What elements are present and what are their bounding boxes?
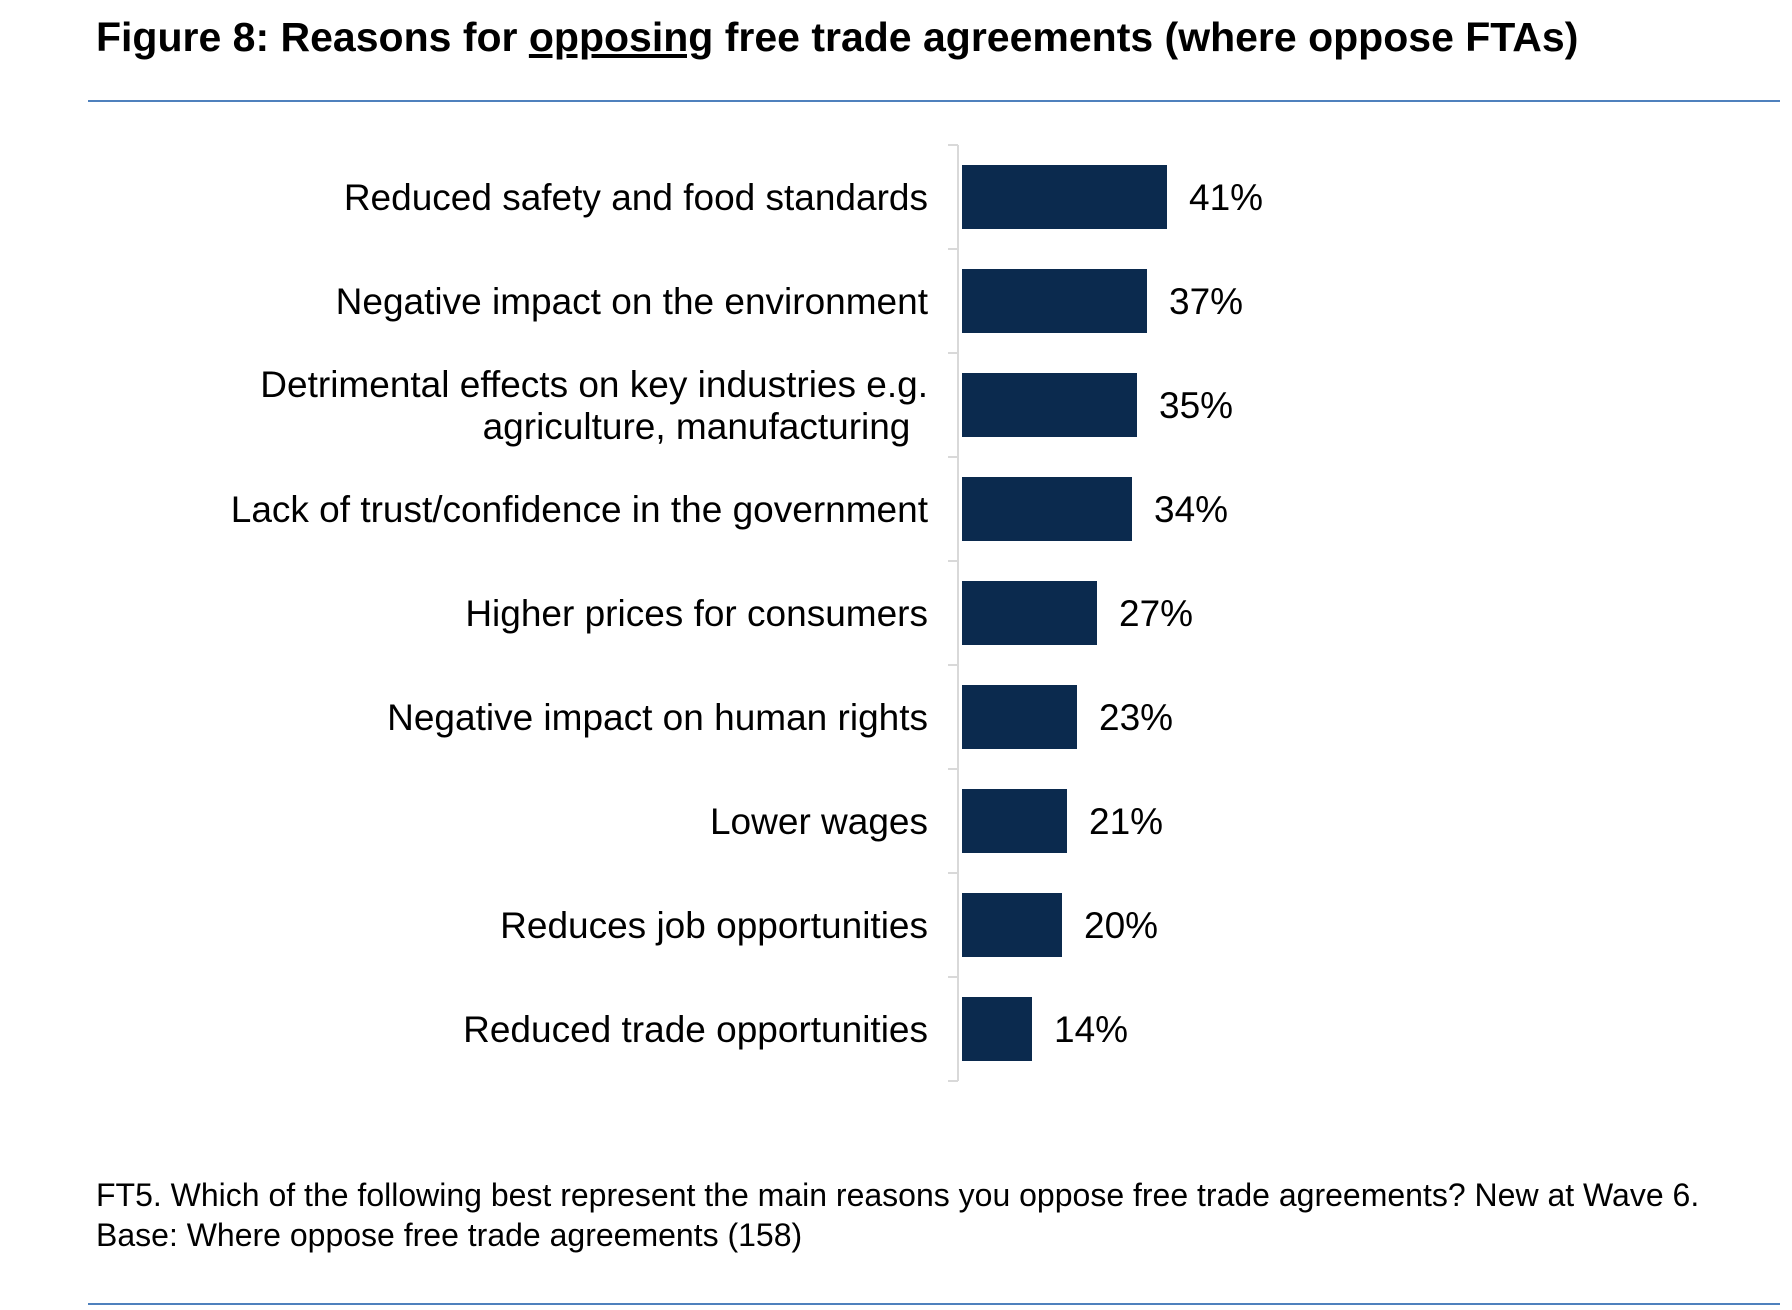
footnote-base: Base: Where oppose free trade agreements… [96,1217,803,1253]
data-label: 37% [1169,281,1243,322]
footnote-question: FT5. Which of the following best represe… [96,1177,1700,1213]
data-label: 23% [1099,697,1173,738]
category-label: agriculture, manufacturing [483,406,911,447]
category-label: Reduces job opportunities [500,905,928,946]
bar [962,477,1132,541]
figure-title: Figure 8: Reasons for opposing free trad… [96,14,1578,61]
footer-divider [88,1303,1780,1305]
category-label: Reduced trade opportunities [463,1009,928,1050]
bar [962,789,1067,853]
category-label: Negative impact on the environment [336,281,929,322]
bar [962,165,1167,229]
bar [962,373,1137,437]
data-label: 20% [1084,905,1158,946]
category-label: Lack of trust/confidence in the governme… [231,489,929,530]
category-label: Reduced safety and food standards [344,177,928,218]
data-label: 35% [1159,385,1233,426]
bar [962,685,1077,749]
figure-title-suffix: free trade agreements (where oppose FTAs… [713,14,1579,60]
category-label: Detrimental effects on key industries e.… [260,364,928,405]
figure-title-prefix: Figure 8: Reasons for [96,14,529,60]
bar [962,581,1097,645]
bar [962,269,1147,333]
data-label: 14% [1054,1009,1128,1050]
category-label: Lower wages [710,801,928,842]
data-label: 21% [1089,801,1163,842]
title-divider [88,100,1780,102]
data-label: 41% [1189,177,1263,218]
category-label: Higher prices for consumers [465,593,928,634]
bar [962,893,1062,957]
figure-title-emphasis: opposing [528,14,714,60]
bar [962,997,1032,1061]
bar-chart: 41% Reduced safety and food standards 37% N… [231,144,1263,1082]
chart-footnote: FT5. Which of the following best represe… [96,1175,1756,1255]
data-label: 27% [1119,593,1193,634]
category-label: Negative impact on human rights [387,697,928,738]
data-label: 34% [1154,489,1228,530]
